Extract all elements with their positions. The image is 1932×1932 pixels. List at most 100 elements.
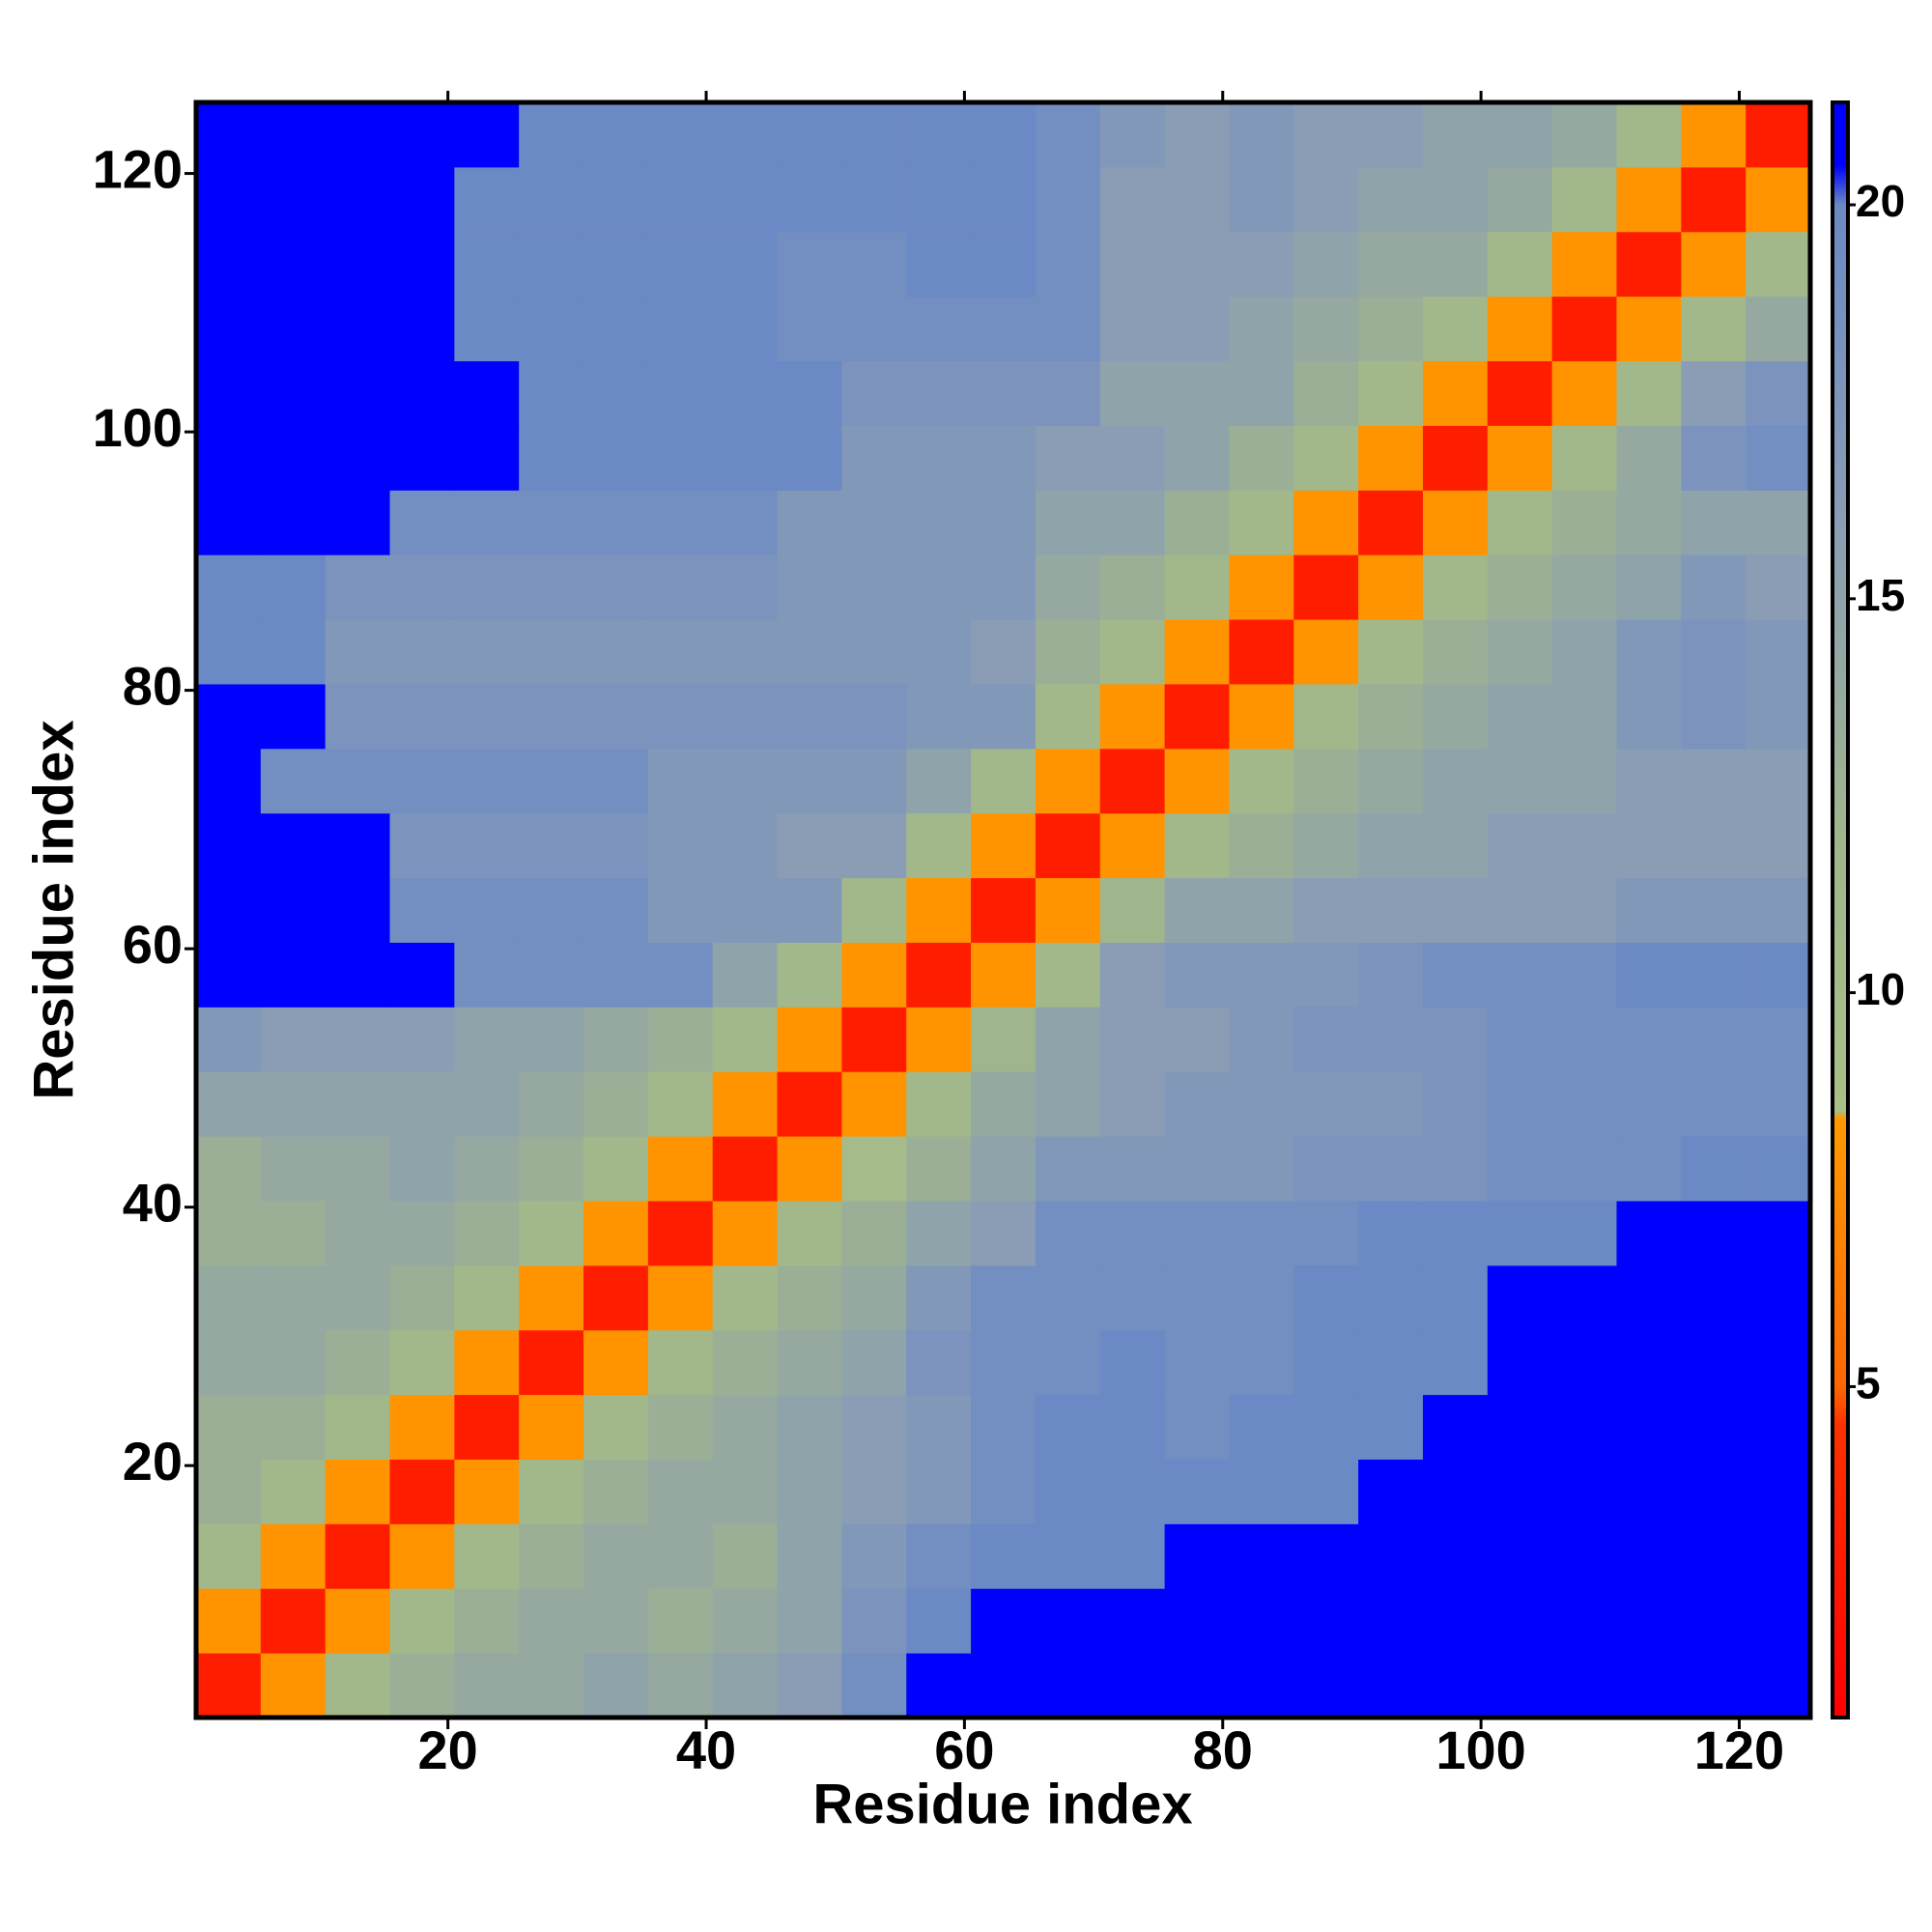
heatmap-cell (1358, 102, 1424, 168)
heatmap-cell (1616, 1200, 1682, 1266)
heatmap-cell (1293, 1588, 1359, 1654)
heatmap-cell (260, 1588, 327, 1654)
heatmap-cell (906, 296, 972, 362)
heatmap-cell (971, 490, 1037, 555)
colorbar-tick-label: 20 (1856, 176, 1905, 226)
heatmap-cell (454, 490, 520, 555)
y-tick-label: 40 (123, 1172, 183, 1233)
heatmap-cell (647, 748, 714, 814)
heatmap-cell (906, 166, 972, 233)
heatmap-cell (1681, 1200, 1747, 1266)
heatmap-cell (1358, 490, 1424, 555)
heatmap-cell (971, 166, 1037, 233)
heatmap-cell (841, 812, 907, 879)
heatmap-cell (1746, 1653, 1811, 1719)
heatmap-cell (1229, 102, 1294, 168)
heatmap-cell (906, 1459, 972, 1524)
heatmap-cell (1551, 425, 1617, 491)
heatmap-cell (777, 231, 842, 298)
heatmap-cell (1551, 1394, 1617, 1460)
heatmap-cell (1681, 425, 1747, 491)
heatmap-cell (1422, 683, 1489, 750)
heatmap-cell (1746, 619, 1811, 685)
y-tick-label: 20 (123, 1431, 183, 1492)
y-axis-title: Residue index (22, 720, 85, 1099)
heatmap-cell (583, 1588, 649, 1654)
heatmap-cell (1099, 1071, 1166, 1137)
y-tick-label: 60 (123, 914, 183, 975)
heatmap-cell (196, 683, 262, 750)
heatmap-cell (1616, 1394, 1682, 1460)
heatmap-cell (1293, 683, 1359, 750)
heatmap-cell (1164, 1523, 1230, 1589)
heatmap-cell (777, 425, 842, 491)
heatmap-cell (325, 1653, 391, 1719)
heatmap-cell (583, 1653, 649, 1719)
heatmap-cell (1551, 1136, 1617, 1202)
heatmap-cell (325, 1264, 391, 1331)
heatmap-cell (777, 102, 842, 168)
heatmap-cell (1229, 231, 1294, 298)
heatmap-cell (712, 296, 779, 362)
heatmap-cell (1616, 877, 1682, 943)
heatmap-cell (196, 490, 262, 555)
heatmap-cell (389, 490, 455, 555)
heatmap-cell (1422, 1329, 1489, 1396)
heatmap-cell (389, 877, 455, 943)
heatmap-cell (1035, 1394, 1101, 1460)
heatmap-cell (1164, 1588, 1230, 1654)
heatmap-cell (196, 1200, 262, 1266)
heatmap-cell (1616, 1653, 1682, 1719)
heatmap-cell (1099, 1653, 1166, 1719)
heatmap-cell (906, 1523, 972, 1589)
heatmap-cell (1487, 166, 1553, 233)
heatmap-cell (1035, 102, 1101, 168)
heatmap-cell (1358, 166, 1424, 233)
heatmap-cell (1229, 1394, 1294, 1460)
heatmap-cell (777, 1071, 842, 1137)
heatmap-cell (971, 360, 1037, 426)
heatmap-cell (647, 877, 714, 943)
heatmap-cell (389, 619, 455, 685)
heatmap-cell (583, 166, 649, 233)
heatmap-cell (1487, 683, 1553, 750)
heatmap-cell (583, 102, 649, 168)
heatmap-cell (841, 296, 907, 362)
heatmap-cell (519, 166, 584, 233)
heatmap-cell (906, 683, 972, 750)
heatmap-cell (1487, 748, 1553, 814)
heatmap-cell (841, 748, 907, 814)
heatmap-cell (519, 1136, 584, 1202)
heatmap-cell (583, 1329, 649, 1396)
heatmap-cell (1551, 296, 1617, 362)
heatmap-cell (519, 102, 584, 168)
heatmap-cell (1681, 1653, 1747, 1719)
heatmap-cell (389, 942, 455, 1008)
heatmap-cell (1293, 231, 1359, 298)
heatmap-cell (1099, 683, 1166, 750)
heatmap-cell (712, 554, 779, 620)
heatmap-cell (325, 619, 391, 685)
heatmap-cell (583, 554, 649, 620)
heatmap-cell (260, 1200, 327, 1266)
heatmap-cell (971, 1007, 1037, 1072)
heatmap-cell (519, 231, 584, 298)
heatmap-cell (1422, 1523, 1489, 1589)
heatmap-cell (1099, 1329, 1166, 1396)
heatmap-cell (712, 1653, 779, 1719)
heatmap-cell (1487, 1007, 1553, 1072)
heatmap-cell (454, 1136, 520, 1202)
heatmap-cell (906, 554, 972, 620)
heatmap-cell (1681, 1007, 1747, 1072)
heatmap-cell (777, 812, 842, 879)
heatmap-cell (841, 1200, 907, 1266)
heatmap-cell (583, 683, 649, 750)
heatmap-cell (1422, 619, 1489, 685)
heatmap-cell (1746, 1264, 1811, 1331)
heatmap-cell (1746, 1459, 1811, 1524)
heatmap-cell (971, 1200, 1037, 1266)
heatmap-cell (1616, 102, 1682, 168)
heatmap-cell (1746, 1136, 1811, 1202)
heatmap-cell (1293, 554, 1359, 620)
